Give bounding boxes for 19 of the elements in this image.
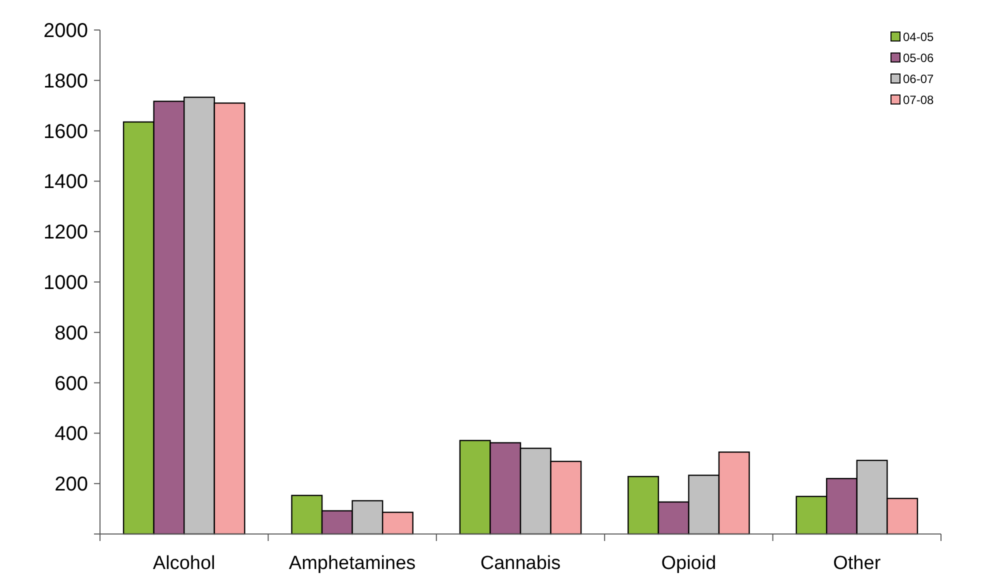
legend-label: 06-07 bbox=[903, 72, 934, 86]
x-tick-label: Opioid bbox=[661, 553, 716, 574]
x-tick-label: Cannabis bbox=[480, 553, 561, 574]
y-tick-label: 400 bbox=[54, 423, 88, 446]
y-tick-label: 1800 bbox=[44, 70, 88, 92]
y-tick-label: 1400 bbox=[44, 171, 88, 194]
x-tick-label: Alcohol bbox=[152, 553, 216, 574]
y-tick-label: 2000 bbox=[44, 20, 88, 42]
x-tick-label: Other bbox=[833, 553, 882, 574]
y-tick-label: 1000 bbox=[44, 272, 88, 294]
y-tick-label: 1200 bbox=[44, 222, 88, 244]
x-tick-label: Amphetamines bbox=[288, 553, 416, 574]
y-tick-label: 1600 bbox=[44, 120, 88, 143]
y-tick-label: 200 bbox=[54, 474, 88, 496]
y-tick-label: 600 bbox=[54, 372, 88, 395]
y-tick-label: 800 bbox=[54, 322, 88, 344]
legend-label: 05-06 bbox=[903, 51, 934, 65]
legend-label: 04-05 bbox=[903, 30, 934, 44]
legend-label: 07-08 bbox=[903, 93, 934, 107]
